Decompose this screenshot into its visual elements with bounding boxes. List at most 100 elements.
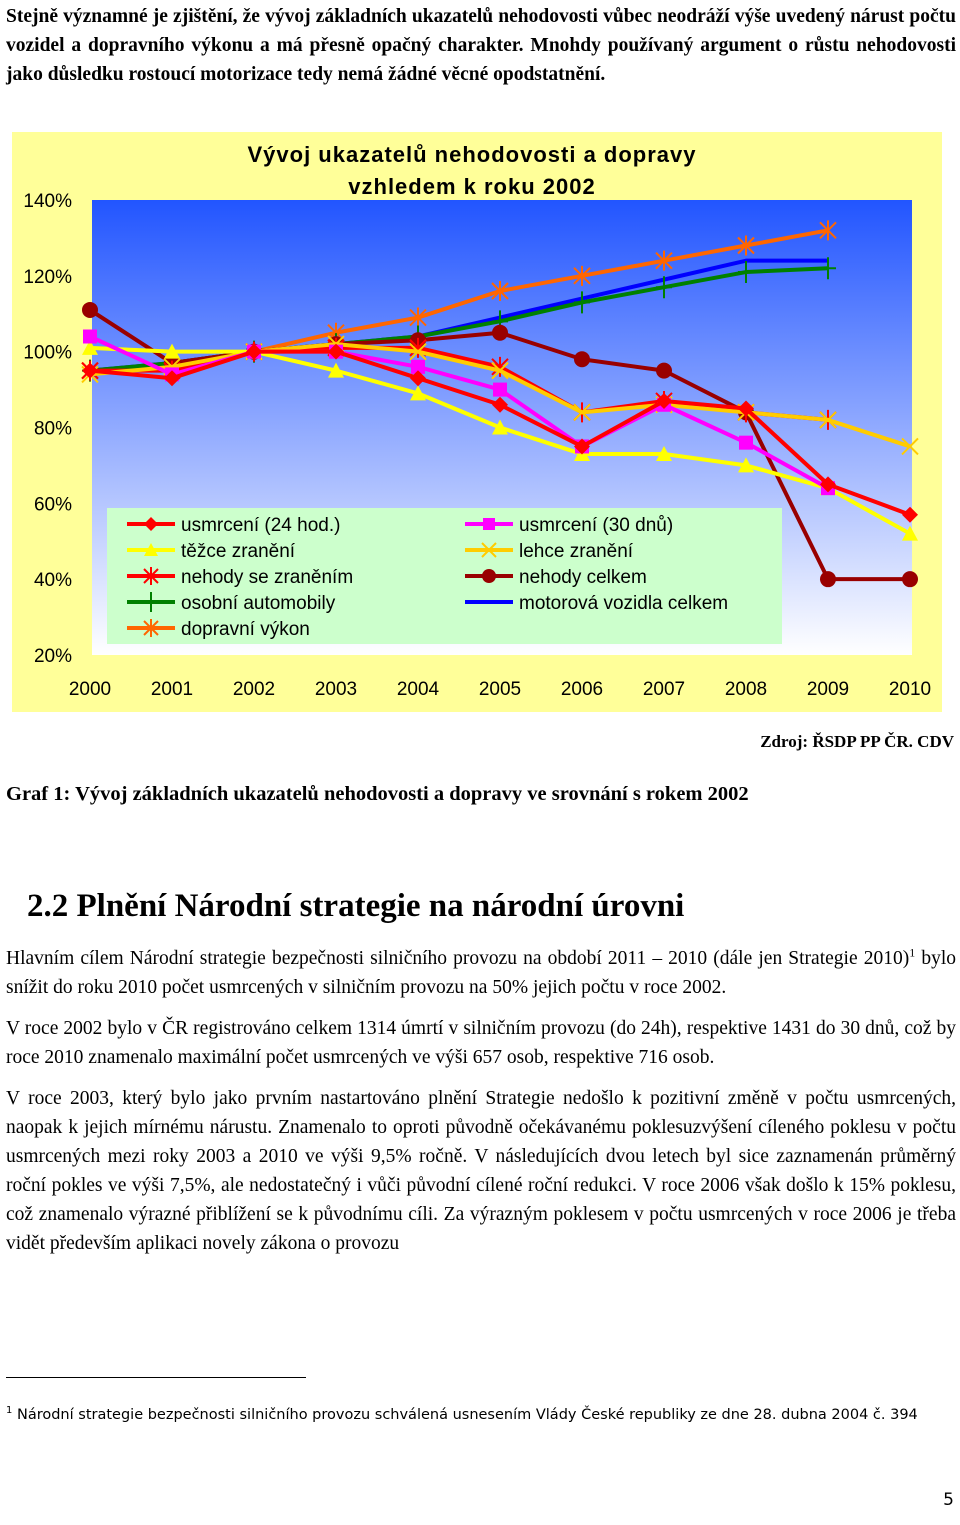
legend-item: těžce zranění — [127, 541, 296, 562]
data-point — [574, 438, 590, 455]
data-point — [409, 342, 427, 361]
data-point — [820, 476, 836, 493]
paragraph-3: V roce 2003, který bylo jako prvním nast… — [6, 1088, 956, 1254]
data-point — [739, 435, 753, 450]
paragraph-1: Hlavním cílem Národní strategie bezpečno… — [6, 944, 956, 1002]
data-point — [82, 339, 98, 355]
data-point — [820, 257, 836, 280]
data-point — [655, 250, 673, 271]
footnote-text: Národní strategie bezpečnosti silničního… — [16, 1407, 918, 1423]
data-point — [82, 362, 98, 379]
y-tick-label: 60% — [34, 494, 72, 515]
series-lines — [81, 220, 919, 588]
legend-box — [107, 508, 782, 644]
data-point — [820, 571, 836, 588]
data-point — [144, 592, 158, 612]
legend-label: osobní automobily — [181, 593, 336, 614]
legend-item: dopravní výkon — [127, 619, 310, 640]
legend-label: usmrcení (30 dnů) — [519, 515, 673, 536]
data-point — [574, 291, 590, 314]
data-point — [410, 370, 426, 387]
x-tick-label: 2010 — [889, 679, 931, 700]
chart-title-line1: Vývoj ukazatelů nehodovosti a dopravy — [248, 142, 697, 167]
x-axis-tick-labels: 2000 2001 2002 2003 2004 2005 2006 2007 2008 2009… — [69, 679, 931, 700]
data-point — [143, 567, 159, 585]
data-point — [902, 506, 918, 523]
x-tick-label: 2005 — [479, 679, 521, 700]
accident-trend-chart: Vývoj ukazatelů nehodovosti a dopravy vz… — [12, 132, 942, 712]
data-point — [656, 276, 672, 299]
data-point — [902, 571, 918, 588]
legend-label: nehody se zraněním — [181, 567, 353, 588]
data-point — [410, 385, 426, 401]
data-point — [83, 329, 97, 344]
data-point — [573, 265, 591, 286]
series-těžce zranění — [82, 339, 918, 541]
data-point — [328, 362, 344, 378]
chart-source: Zdroj: ŘSDP PP ČR. CDV — [760, 732, 954, 751]
data-point — [574, 351, 590, 368]
data-point — [164, 370, 180, 387]
paragraph-1-text-cont: bylo snížit do roku 2010 počet usmrcenýc… — [6, 948, 956, 998]
section-heading: 2.2 Plnění Národní strategie na národní … — [27, 888, 685, 924]
data-point — [656, 362, 672, 379]
data-point — [144, 543, 158, 556]
data-point — [483, 518, 495, 530]
footnote-separator — [6, 1377, 306, 1378]
x-tick-label: 2009 — [807, 679, 849, 700]
legend: usmrcení (24 hod.) usmrcení (30 dnů) těžce… — [107, 508, 782, 644]
legend-label: lehce zranění — [519, 541, 634, 562]
x-tick-label: 2001 — [151, 679, 193, 700]
page-number: 5 — [943, 1490, 954, 1510]
data-point — [901, 437, 919, 456]
data-point — [819, 411, 837, 429]
chart-svg: Vývoj ukazatelů nehodovosti a dopravy vz… — [12, 132, 942, 712]
data-point — [492, 396, 508, 413]
legend-label: dopravní výkon — [181, 619, 310, 640]
body-text: Hlavním cílem Národní strategie bezpečno… — [6, 944, 956, 1270]
legend-item: osobní automobily — [127, 592, 336, 614]
data-point — [573, 403, 591, 422]
chart-title-line2: vzhledem k roku 2002 — [348, 174, 595, 199]
legend-label: motorová vozidla celkem — [519, 593, 728, 614]
legend-item: usmrcení (24 hod.) — [127, 515, 340, 536]
data-point — [493, 382, 507, 397]
data-point — [409, 307, 427, 328]
data-point — [246, 343, 262, 360]
data-point — [164, 343, 180, 359]
x-tick-label: 2004 — [397, 679, 440, 700]
data-point — [144, 517, 158, 531]
data-point — [491, 361, 509, 380]
y-tick-label: 120% — [23, 267, 72, 288]
y-tick-label: 40% — [34, 570, 72, 591]
x-tick-label: 2000 — [69, 679, 111, 700]
intro-paragraph: Stejně významné je zjištění, že vývoj zá… — [6, 6, 956, 85]
y-tick-label: 80% — [34, 419, 72, 440]
legend-item: nehody celkem — [465, 567, 647, 588]
paragraph-1-text: Hlavním cílem Národní strategie bezpečno… — [6, 948, 910, 969]
data-point — [656, 446, 672, 462]
data-point — [491, 281, 509, 301]
data-point — [411, 359, 425, 374]
data-point — [492, 419, 508, 435]
data-point — [902, 525, 918, 541]
x-tick-label: 2007 — [643, 679, 685, 700]
y-tick-label: 100% — [23, 343, 72, 364]
data-point — [819, 220, 837, 241]
legend-item: nehody se zraněním — [127, 567, 353, 588]
legend-item: lehce zranění — [465, 541, 634, 562]
y-tick-label: 20% — [34, 646, 72, 667]
data-point — [328, 343, 344, 360]
data-point — [737, 235, 755, 256]
legend-item: usmrcení (30 dnů) — [465, 515, 673, 536]
data-point — [481, 542, 497, 558]
data-point — [656, 392, 672, 409]
legend-label: těžce zranění — [181, 541, 296, 562]
data-point — [738, 400, 754, 417]
x-tick-label: 2003 — [315, 679, 357, 700]
data-point — [492, 324, 508, 341]
footnote: 1 Národní strategie bezpečnosti silniční… — [6, 1402, 956, 1428]
legend-label: nehody celkem — [519, 567, 647, 588]
y-tick-label: 140% — [23, 191, 72, 212]
data-point — [738, 457, 754, 473]
